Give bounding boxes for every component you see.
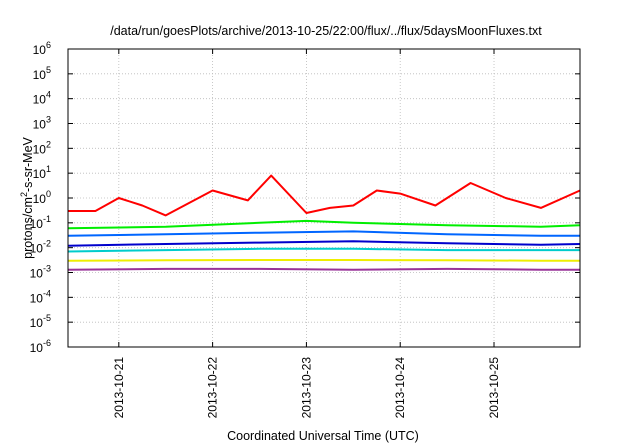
- y-tick-base: 10: [30, 291, 44, 305]
- y-tick-label: 103: [33, 115, 51, 132]
- y-tick-base: 10: [33, 142, 47, 156]
- y-tick-label: 104: [33, 90, 51, 107]
- series-line-2: [67, 219, 581, 230]
- y-tick-base: 10: [33, 192, 47, 206]
- series-line-3: [67, 230, 580, 237]
- y-tick-exp: 1: [46, 164, 51, 174]
- grid: [68, 49, 580, 347]
- y-tick-label: 10-2: [30, 239, 51, 256]
- y-tick-base: 10: [30, 242, 44, 256]
- y-tick-label: 106: [33, 40, 51, 57]
- y-axis-label-base: protons/cm: [21, 197, 35, 259]
- x-tick-label: 2013-10-23: [299, 357, 313, 419]
- y-tick-exp: 3: [46, 115, 51, 125]
- y-tick-exp: -6: [43, 338, 51, 348]
- x-tick-label: 2013-10-24: [393, 357, 407, 419]
- y-tick-exp: -4: [43, 288, 51, 298]
- y-tick-exp: -1: [43, 214, 51, 224]
- series-line-5: [67, 247, 580, 253]
- y-tick-exp: -5: [43, 313, 51, 323]
- y-tick-base: 10: [30, 316, 44, 330]
- y-tick-label: 10-3: [30, 264, 51, 281]
- x-axis-ticks: 2013-10-21 2013-10-22 2013-10-23 2013-10-24…: [112, 49, 501, 418]
- x-tick-label: 2013-10-25: [487, 357, 501, 419]
- y-axis-label-rest: -s-sr-MeV: [21, 136, 35, 192]
- y-tick-exp: 5: [46, 65, 51, 75]
- series-line-4: [67, 240, 581, 247]
- y-tick-base: 10: [33, 93, 47, 107]
- x-tick-label: 2013-10-21: [112, 357, 126, 419]
- y-tick-exp: 0: [46, 189, 51, 199]
- y-tick-exp: -3: [43, 264, 51, 274]
- series-line-1: [68, 174, 581, 217]
- y-tick-label: 105: [33, 65, 51, 82]
- y-tick-base: 10: [33, 167, 47, 181]
- y-tick-base: 10: [30, 217, 44, 231]
- y-tick-label: 100: [33, 189, 51, 206]
- y-tick-label: 102: [33, 139, 51, 156]
- x-axis-label: Coordinated Universal Time (UTC): [227, 429, 419, 443]
- y-tick-base: 10: [33, 68, 47, 82]
- series-line-6: [67, 259, 580, 262]
- y-tick-label: 10-1: [30, 214, 51, 231]
- data-series-group: [67, 174, 581, 271]
- y-tick-label: 10-6: [30, 338, 51, 355]
- y-tick-exp: 6: [46, 40, 51, 50]
- y-tick-base: 10: [30, 341, 44, 355]
- y-tick-label: 10-5: [30, 313, 51, 330]
- y-axis-label: protons/cm2-s-sr-MeV: [19, 136, 35, 258]
- y-axis-label-sup: 2: [19, 192, 29, 197]
- y-tick-label: 10-4: [30, 288, 51, 305]
- y-tick-exp: 4: [46, 90, 51, 100]
- series-line-7: [67, 267, 580, 271]
- y-tick-base: 10: [33, 43, 47, 57]
- y-axis-ticks: 10-610-510-410-310-210-11001011021031041…: [30, 40, 580, 355]
- y-tick-base: 10: [30, 267, 44, 281]
- y-tick-exp: 2: [46, 139, 51, 149]
- y-tick-base: 10: [33, 118, 47, 132]
- y-tick-label: 101: [33, 164, 51, 181]
- x-tick-label: 2013-10-22: [206, 357, 220, 419]
- chart-title: /data/run/goesPlots/archive/2013-10-25/2…: [110, 24, 542, 38]
- y-tick-exp: -2: [43, 239, 51, 249]
